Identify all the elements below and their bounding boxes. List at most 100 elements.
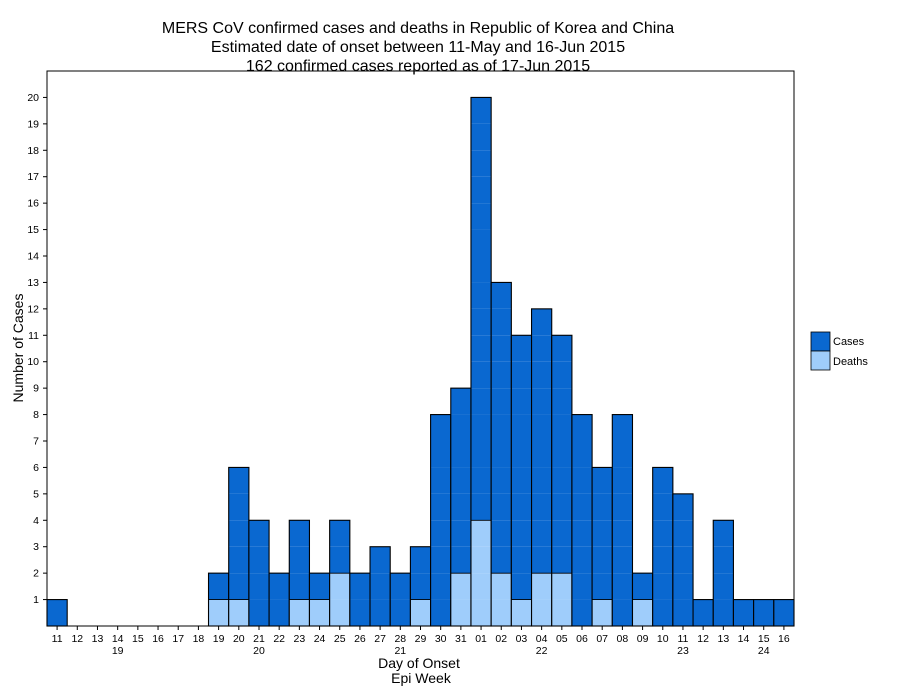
bar-case [228, 520, 249, 547]
bar-death-case [329, 573, 350, 600]
y-axis-title: Number of Cases [10, 294, 26, 403]
y-tick-label: 7 [33, 436, 39, 448]
bar-case [491, 467, 512, 494]
bar-case [571, 599, 593, 626]
bar-case [470, 123, 492, 151]
epi-week-label: 23 [677, 645, 689, 657]
bar-case [491, 414, 512, 441]
bar-case [470, 256, 492, 283]
bar-case [693, 599, 714, 626]
bar-death-case [470, 546, 492, 574]
y-tick-label: 10 [27, 356, 39, 368]
bar-case [592, 467, 613, 494]
y-tick-label: 3 [33, 541, 39, 553]
y-tick-label: 1 [33, 594, 39, 606]
bar-case [470, 97, 492, 124]
bar-case [612, 520, 633, 547]
bar-death-case [208, 599, 229, 626]
bar-death-case [632, 599, 653, 626]
bar-case [450, 441, 471, 468]
y-tick-label: 12 [27, 303, 39, 315]
bars [46, 96, 795, 627]
bar-case [430, 599, 451, 626]
bar-case [410, 546, 431, 574]
epi-week-label: 21 [394, 645, 406, 657]
bar-death-case [592, 599, 613, 626]
bar-case [470, 176, 492, 204]
bar-case [470, 467, 492, 494]
bar-case [652, 467, 673, 494]
bar-case [652, 546, 673, 574]
bar-case [289, 520, 310, 547]
bar-case [450, 467, 471, 494]
bar-death-case [470, 599, 492, 626]
bar-case [289, 573, 310, 600]
bar-case [491, 441, 512, 468]
x-tick-label: 15 [758, 633, 770, 645]
legend-label-deaths: Deaths [833, 356, 868, 368]
bar-case [511, 493, 532, 521]
bar-death-case [491, 573, 512, 600]
bar-case [672, 573, 694, 600]
legend-swatch-cases [810, 331, 831, 352]
x-tick-label: 12 [697, 633, 709, 645]
x-tick-label: 08 [617, 633, 629, 645]
y-tick-label: 5 [33, 488, 39, 500]
x-tick-label: 25 [334, 633, 346, 645]
bar-case [248, 520, 270, 547]
bar-case [390, 573, 411, 600]
x-tick-label: 23 [294, 633, 306, 645]
x-tick-label: 19 [213, 633, 225, 645]
bar-case [531, 361, 552, 389]
bar-case [470, 441, 492, 468]
bar-case [491, 493, 512, 521]
bar-case [491, 388, 512, 415]
bar-case [713, 599, 734, 626]
x-tick-label: 21 [253, 633, 265, 645]
bar-case [329, 520, 350, 547]
bar-case [470, 308, 492, 336]
bar-case [511, 467, 532, 494]
bar-case [531, 520, 552, 547]
bar-case [511, 388, 532, 415]
bar-case [592, 493, 613, 521]
chart-title-line-3: 162 confirmed cases reported as of 17-Ju… [246, 58, 590, 75]
bar-case [652, 520, 673, 547]
bar-case [491, 335, 512, 362]
x-tick-label: 13 [717, 633, 729, 645]
bar-case [470, 150, 492, 177]
bar-case [450, 546, 471, 574]
bar-case [430, 441, 451, 468]
y-tick-label: 14 [27, 251, 39, 263]
bar-case [612, 493, 633, 521]
bar-case [531, 388, 552, 415]
bar-case [531, 441, 552, 468]
x-tick-label: 27 [374, 633, 386, 645]
chart-title-line-2: Estimated date of onset between 11-May a… [211, 39, 625, 56]
bar-case [511, 520, 532, 547]
x-tick-label: 02 [495, 633, 507, 645]
bar-case [390, 599, 411, 626]
x-tick-label: 30 [435, 633, 447, 645]
bar-case [551, 361, 572, 389]
bar-case [470, 203, 492, 230]
bar-case [450, 520, 471, 547]
bar-case [370, 546, 391, 574]
bar-case [248, 573, 270, 600]
chart-title: MERS CoV confirmed cases and deaths in R… [162, 20, 674, 75]
bar-case [450, 414, 471, 441]
y-tick-label: 9 [33, 383, 39, 395]
x-tick-label: 01 [475, 633, 487, 645]
bar-death-case [410, 599, 431, 626]
bar-case [511, 546, 532, 574]
bar-case [592, 546, 613, 574]
bar-case [248, 599, 270, 626]
x-tick-label: 29 [415, 633, 427, 645]
bar-case [652, 599, 673, 626]
bar-case [450, 388, 471, 415]
epi-week-label: 19 [112, 645, 124, 657]
bar-case [753, 599, 774, 626]
bar-case [470, 414, 492, 441]
